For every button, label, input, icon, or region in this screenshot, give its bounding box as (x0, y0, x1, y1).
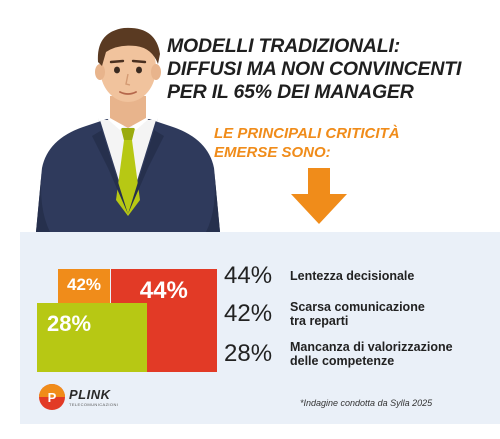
legend-line: delle competenze (290, 354, 395, 368)
legend-line: Mancanza di valorizzazione (290, 340, 453, 354)
subtitle-line: LE PRINCIPALI CRITICITÀ (214, 125, 400, 142)
headline-line: DIFFUSI MA NON CONVINCENTI (167, 58, 462, 80)
subtitle-line: EMERSE SONO: (214, 144, 331, 161)
plink-logo-icon: P (39, 384, 65, 410)
svg-text:P: P (48, 390, 57, 405)
legend-line: Scarsa comunicazione (290, 300, 425, 314)
legend-text: Scarsa comunicazione tra reparti (290, 300, 425, 328)
legend-text: Mancanza di valorizzazione delle compete… (290, 340, 453, 368)
bar-label-28: 28% (47, 311, 92, 337)
headline-line: PER IL 65% DEI MANAGER (167, 81, 414, 103)
legend-row: 42% Scarsa comunicazione tra reparti (224, 300, 425, 328)
bar-label-42: 42% (66, 274, 102, 294)
legend-pct: 42% (224, 300, 273, 327)
legend-pct: 44% (224, 262, 273, 289)
logo-name: PLINK (69, 387, 111, 402)
headline: MODELLI TRADIZIONALI: DIFFUSI MA NON CON… (167, 35, 497, 104)
legend-line: Lentezza decisionale (290, 269, 415, 283)
bar-label-44: 44% (139, 276, 188, 304)
footnote: *Indagine condotta da Sylla 2025 (300, 398, 433, 408)
arrow-down-icon (291, 168, 347, 224)
businessman-illustration (36, 27, 220, 232)
logo-subtitle: TELECOMUNICAZIONI (69, 402, 119, 407)
headline-line: MODELLI TRADIZIONALI: (167, 35, 401, 57)
legend-row: 28% Mancanza di valorizzazione delle com… (224, 340, 453, 368)
legend-pct: 28% (224, 340, 273, 367)
bar-28: 28% (37, 303, 147, 372)
legend-line: tra reparti (290, 314, 349, 328)
legend-row: 44% Lentezza decisionale (224, 262, 414, 290)
company-logo: P PLINK TELECOMUNICAZIONI (38, 383, 118, 411)
subtitle: LE PRINCIPALI CRITICITÀ EMERSE SONO: (214, 124, 464, 162)
bar-42: 42% (58, 268, 110, 305)
legend-text: Lentezza decisionale (290, 269, 414, 283)
